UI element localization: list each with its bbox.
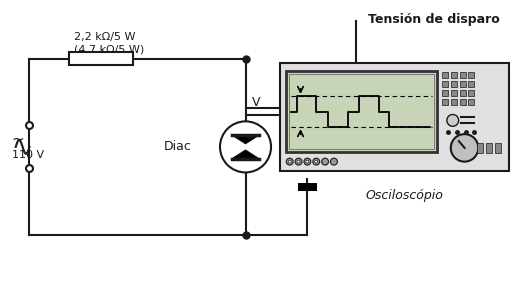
Bar <box>289 74 434 149</box>
Bar <box>451 99 456 105</box>
Bar <box>486 143 492 153</box>
Bar <box>460 90 466 96</box>
Circle shape <box>220 121 271 172</box>
Circle shape <box>330 158 337 165</box>
Bar <box>495 143 501 153</box>
Text: 2,2 kΩ/5 W: 2,2 kΩ/5 W <box>73 32 135 42</box>
Bar <box>451 90 456 96</box>
Circle shape <box>447 114 459 126</box>
Circle shape <box>306 160 309 163</box>
Text: (4,7 kΩ/5 W): (4,7 kΩ/5 W) <box>73 45 144 55</box>
Bar <box>442 81 448 87</box>
Circle shape <box>322 158 328 165</box>
Bar <box>469 72 475 78</box>
Bar <box>451 72 456 78</box>
Bar <box>460 81 466 87</box>
Bar <box>280 63 509 171</box>
Text: Osciloscópio: Osciloscópio <box>365 189 443 202</box>
Text: Diac: Diac <box>164 140 192 153</box>
Circle shape <box>288 160 291 163</box>
Circle shape <box>286 158 293 165</box>
Bar <box>442 99 448 105</box>
Circle shape <box>295 158 302 165</box>
Bar <box>469 99 475 105</box>
Text: Tensión de disparo: Tensión de disparo <box>368 13 500 26</box>
Bar <box>477 143 483 153</box>
Bar <box>442 90 448 96</box>
Text: ~: ~ <box>12 131 24 147</box>
Polygon shape <box>232 135 259 144</box>
Circle shape <box>304 158 311 165</box>
Bar <box>451 81 456 87</box>
Bar <box>469 90 475 96</box>
Circle shape <box>451 134 478 162</box>
Circle shape <box>315 160 318 163</box>
Circle shape <box>313 158 320 165</box>
Bar <box>442 72 448 78</box>
Text: V: V <box>252 96 260 109</box>
Bar <box>469 81 475 87</box>
Bar <box>69 52 132 65</box>
Polygon shape <box>232 150 259 159</box>
Circle shape <box>297 160 300 163</box>
Text: 110 V: 110 V <box>12 150 44 160</box>
Bar <box>460 72 466 78</box>
Bar <box>297 183 317 191</box>
Bar <box>460 99 466 105</box>
Bar <box>286 71 437 152</box>
